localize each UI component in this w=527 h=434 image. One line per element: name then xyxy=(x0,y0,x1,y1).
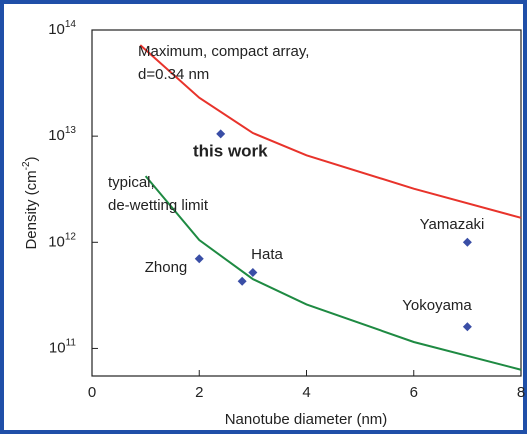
y-tick-label: 1012 xyxy=(48,231,76,250)
point-annotation: Hata xyxy=(251,246,283,263)
x-tick-label: 0 xyxy=(88,384,96,401)
data-point xyxy=(462,237,472,247)
y-tick-exp: 12 xyxy=(65,231,77,242)
y-tick-label: 1011 xyxy=(49,337,77,356)
x-tick-label: 2 xyxy=(195,384,203,401)
series-label: de-wetting limit xyxy=(108,197,209,214)
y-tick-base: 10 xyxy=(48,233,65,250)
series-line xyxy=(144,175,522,371)
y-tick-exp: 13 xyxy=(65,125,77,136)
data-point xyxy=(237,276,247,286)
series-label: Maximum, compact array, xyxy=(138,43,309,60)
series-label: d=0.34 nm xyxy=(138,66,209,83)
y-tick-exp: 11 xyxy=(66,337,77,348)
y-tick-base: 10 xyxy=(48,127,65,144)
y-tick-label: 1013 xyxy=(48,125,76,144)
series-line xyxy=(139,44,522,219)
data-point xyxy=(462,322,472,332)
data-point xyxy=(248,267,258,277)
y-tick-exp: 14 xyxy=(65,19,77,30)
x-tick-label: 6 xyxy=(410,384,418,401)
y-tick-base: 10 xyxy=(49,339,66,356)
y-axis-title: Density (cm-2) xyxy=(21,156,40,249)
y-title-exp: -2 xyxy=(21,161,32,170)
point-annotation: Zhong xyxy=(145,259,188,276)
data-point xyxy=(216,129,226,139)
point-annotation: Yamazaki xyxy=(420,216,485,233)
y-tick-base: 10 xyxy=(48,21,65,38)
y-title-end: ) xyxy=(23,156,40,161)
x-tick-label: 8 xyxy=(517,384,525,401)
y-title-main: Density (cm xyxy=(23,170,40,249)
y-tick-label: 1014 xyxy=(48,19,76,38)
x-tick-label: 4 xyxy=(302,384,310,401)
x-axis-title: Nanotube diameter (nm) xyxy=(225,411,388,428)
point-annotation: this work xyxy=(193,141,268,160)
point-annotation: Yokoyama xyxy=(402,297,472,314)
data-point xyxy=(194,254,204,264)
series-label: typical, xyxy=(108,174,155,191)
